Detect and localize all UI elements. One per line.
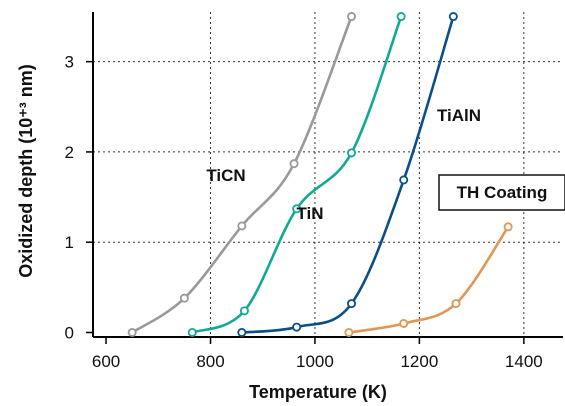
tick-labels: 600 800 1000 1200 1400 0 1 2 3 [65, 53, 543, 371]
data-point [346, 148, 356, 158]
data-point [451, 299, 461, 309]
y-tick-label: 3 [65, 53, 74, 72]
data-point [187, 327, 197, 337]
x-tick-label: 1000 [296, 352, 334, 371]
data-point [237, 327, 247, 337]
data-point [289, 159, 299, 169]
data-point [399, 175, 409, 185]
series-ticn [127, 12, 356, 337]
data-point [346, 12, 356, 22]
y-tick-label: 2 [65, 143, 74, 162]
data-point [448, 12, 458, 22]
data-point [396, 12, 406, 22]
series-line [190, 15, 403, 334]
x-tick-label: 800 [196, 352, 224, 371]
x-axis-title: Temperature (K) [249, 382, 387, 402]
series-label-ticn: TiCN [206, 166, 245, 185]
series-th-coating [344, 222, 513, 337]
series-label-tialn: TiAlN [437, 106, 481, 125]
y-tick-label: 0 [65, 323, 74, 342]
grid [93, 12, 563, 337]
data-point [344, 327, 354, 337]
series-line [347, 225, 510, 334]
data-point [292, 322, 302, 332]
axes [92, 12, 563, 338]
series-tialn [237, 12, 458, 337]
data-point [346, 299, 356, 309]
y-axis-title: Oxidized depth (10⁺³ nm) [16, 64, 36, 278]
data-point [127, 327, 137, 337]
data-point [179, 293, 189, 303]
data-point [239, 306, 249, 316]
x-tick-label: 600 [92, 352, 120, 371]
series-label-th-coating: TH Coating [457, 183, 548, 202]
data-point [503, 222, 513, 232]
series-labels: TiCN TiN TiAlN TH Coating [206, 106, 565, 223]
data-point [237, 221, 247, 231]
series [127, 12, 513, 337]
x-tick-label: 1200 [400, 352, 438, 371]
data-point [292, 204, 302, 214]
series-tin [187, 12, 406, 337]
x-tick-label: 1400 [505, 352, 543, 371]
series-label-tin: TiN [296, 204, 323, 223]
label-box [438, 174, 565, 211]
data-point [399, 318, 409, 328]
series-line [130, 15, 353, 334]
series-line [240, 15, 455, 334]
y-tick-label: 1 [65, 233, 74, 252]
